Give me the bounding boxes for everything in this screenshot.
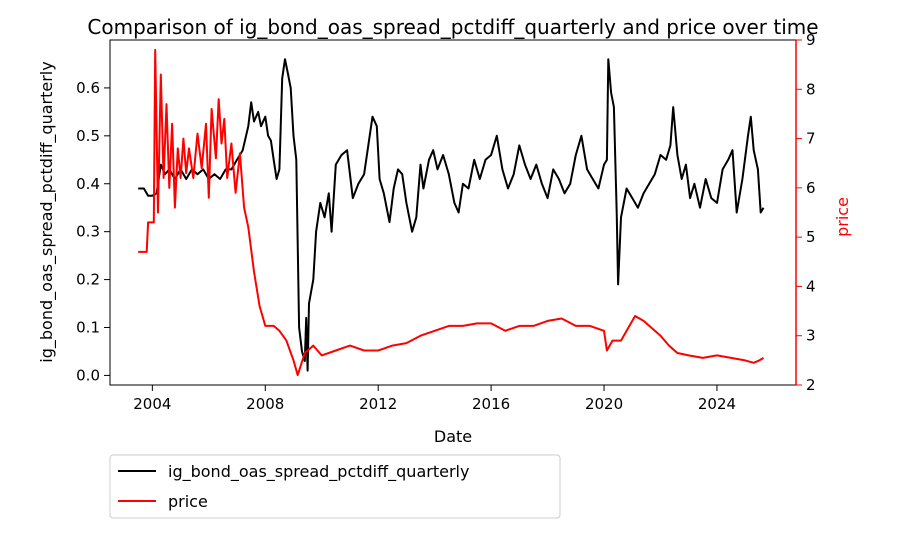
y-right-axis-label: price: [833, 197, 852, 237]
y-right-axis: 2 3 4 5 6 7 8 9: [796, 31, 816, 394]
y-left-axis: 0.0 0.1 0.2 0.3 0.4 0.5 0.6: [76, 79, 110, 384]
x-axis-label: Date: [434, 427, 472, 446]
y-right-tick-label: 2: [806, 376, 816, 394]
y-right-tick-label: 3: [806, 327, 816, 345]
y-left-tick-label: 0.0: [76, 366, 100, 384]
y-right-tick-label: 8: [806, 80, 816, 98]
y-right-tick-label: 7: [806, 130, 816, 148]
x-tick-label: 2016: [472, 395, 510, 413]
legend: ig_bond_oas_spread_pctdiff_quarterly pri…: [109, 454, 561, 519]
y-right-tick-label: 5: [806, 228, 816, 246]
plot-lines: [138, 48, 765, 377]
series-line-spread: [138, 58, 765, 372]
x-tick-label: 2012: [359, 395, 397, 413]
x-tick-label: 2004: [133, 395, 171, 413]
y-left-tick-label: 0.1: [76, 319, 100, 337]
y-right-tick-label: 4: [806, 277, 816, 295]
x-tick-label: 2024: [698, 395, 736, 413]
y-left-axis-label: ig_bond_oas_spread_pctdiff_quarterly: [37, 61, 57, 362]
y-left-tick-label: 0.3: [76, 223, 100, 241]
x-tick-label: 2020: [585, 395, 623, 413]
y-right-tick-label: 6: [806, 179, 816, 197]
y-right-tick-label: 9: [806, 31, 816, 49]
legend-label-spread: ig_bond_oas_spread_pctdiff_quarterly: [168, 462, 469, 482]
y-left-tick-label: 0.2: [76, 271, 100, 289]
x-axis: 2004 2008 2012 2016 2020 2024: [133, 385, 736, 413]
y-left-tick-label: 0.5: [76, 127, 100, 145]
x-tick-label: 2008: [246, 395, 284, 413]
y-left-tick-label: 0.6: [76, 79, 100, 97]
y-left-tick-label: 0.4: [76, 175, 100, 193]
legend-box: [109, 454, 561, 519]
chart-title: Comparison of ig_bond_oas_spread_pctdiff…: [87, 15, 818, 39]
legend-label-price: price: [168, 492, 208, 511]
series-line-price: [138, 48, 765, 377]
